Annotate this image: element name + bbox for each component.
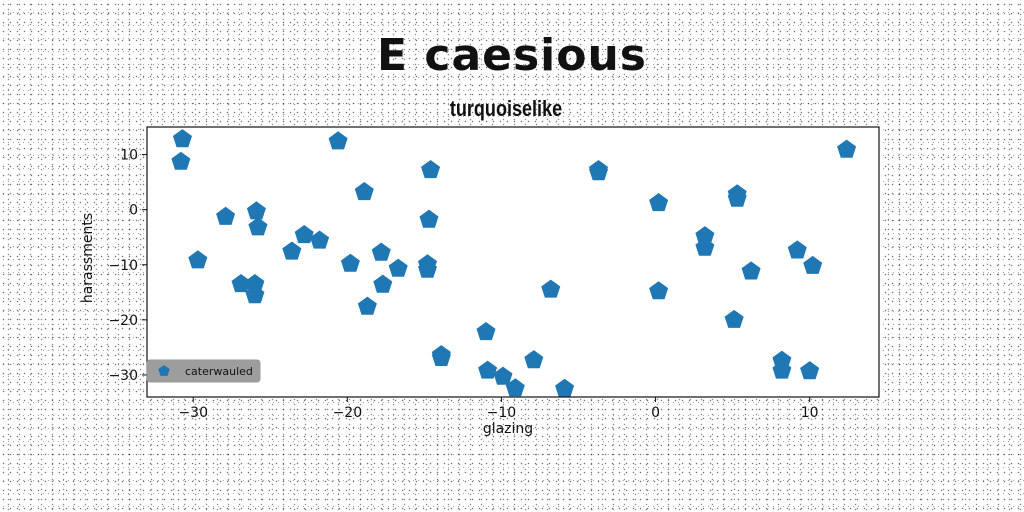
y-tick-label: −30	[108, 368, 138, 384]
x-tick-label: −10	[487, 405, 517, 421]
x-tick-label: −20	[333, 405, 363, 421]
y-tick-label: −10	[108, 258, 138, 274]
plot-background	[147, 127, 879, 397]
legend-label: caterwauled	[185, 365, 253, 378]
x-tick-label: 0	[651, 405, 660, 421]
y-axis: 10 0 −10 −20 −30	[108, 148, 147, 384]
x-axis: −30 −20 −10 0 10	[178, 397, 818, 421]
legend: caterwauled	[147, 360, 260, 382]
y-tick-label: 0	[129, 203, 138, 219]
y-tick-label: 10	[120, 148, 138, 164]
x-tick-label: 10	[801, 405, 819, 421]
x-tick-label: −30	[178, 405, 208, 421]
y-tick-label: −20	[108, 313, 138, 329]
y-axis-label: harassments	[80, 213, 96, 303]
x-axis-label: glazing	[483, 421, 533, 437]
